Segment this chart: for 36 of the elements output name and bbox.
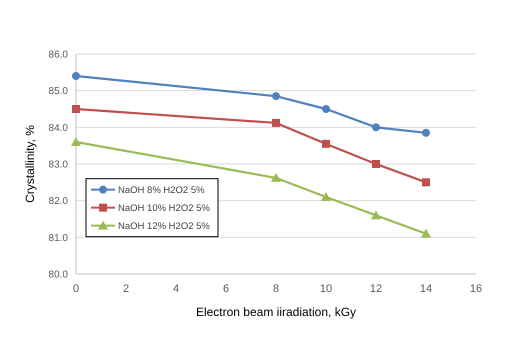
point <box>321 192 331 201</box>
x-axis-title: Electron beam iiradiation, kGy <box>196 305 356 319</box>
point <box>422 128 430 137</box>
legend-label: NaOH 12% H2O2 5% <box>118 220 210 232</box>
point <box>271 172 281 182</box>
point <box>272 118 280 127</box>
y-tick-label: 83.0 <box>48 160 68 170</box>
point <box>72 105 80 113</box>
legend-label: NaOH 8% H2O2 5% <box>118 184 206 196</box>
y-tick-label: 84.0 <box>48 122 68 134</box>
x-tick-label: 0 <box>72 283 80 295</box>
x-tick-label: 4 <box>172 283 180 295</box>
x-tick-label: 8 <box>272 283 280 295</box>
point <box>322 105 330 113</box>
point <box>372 123 380 132</box>
y-tick-label: 82.0 <box>48 196 68 208</box>
x-tick-label: 2 <box>122 283 130 295</box>
point <box>421 228 431 238</box>
y-tick-label: 85.0 <box>48 86 68 98</box>
x-tick-label: 6 <box>222 283 230 295</box>
x-tick-label: 14 <box>420 283 432 295</box>
point <box>322 140 330 148</box>
point <box>71 137 81 146</box>
point <box>372 160 380 168</box>
x-tick-label: 16 <box>470 283 482 295</box>
y-tick-label: 86.0 <box>48 50 68 60</box>
x-tick-label: 12 <box>370 283 382 295</box>
point <box>272 92 280 100</box>
point <box>371 210 381 220</box>
x-tick-label: 10 <box>320 283 332 295</box>
y-tick-label: 81.0 <box>48 232 68 244</box>
point <box>72 72 80 80</box>
y-tick-label: 80.0 <box>48 270 68 280</box>
point <box>422 178 430 186</box>
legend-label: NaOH 10% H2O2 5% <box>118 202 210 214</box>
y-axis-title: Crystallinity, % <box>23 124 37 203</box>
